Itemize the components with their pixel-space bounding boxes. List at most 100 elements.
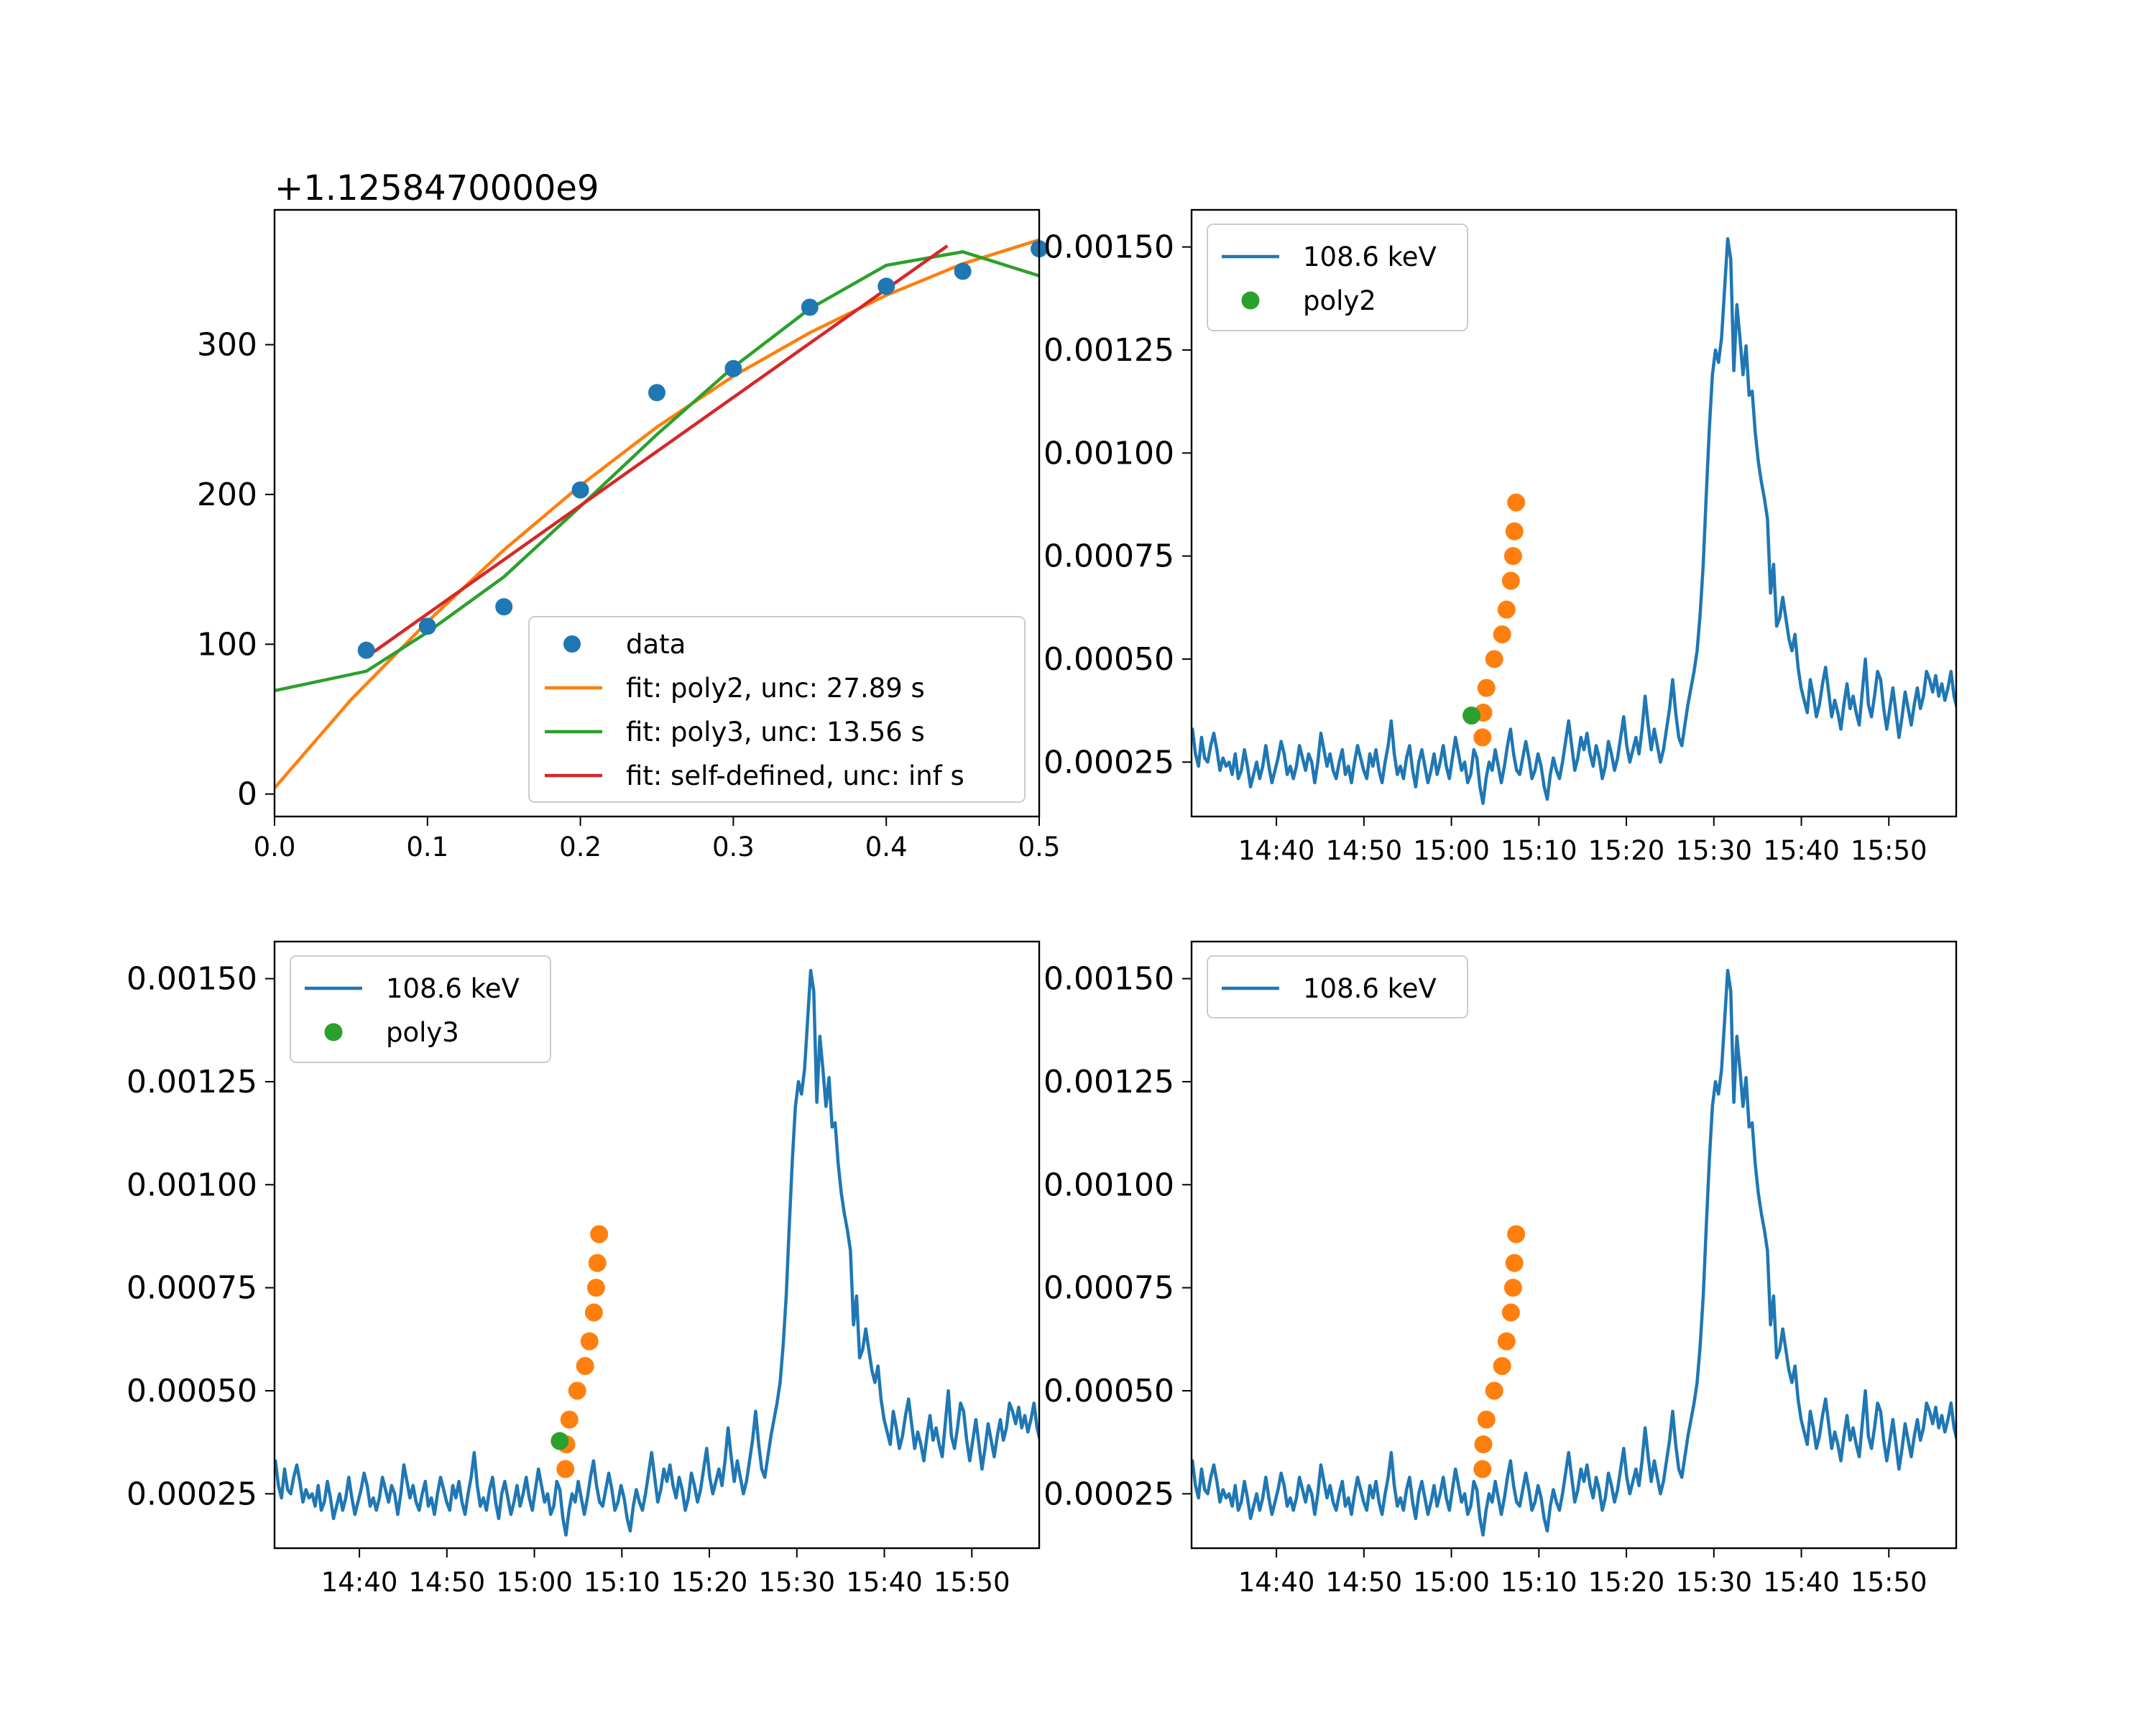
rise-point	[1505, 522, 1524, 540]
rise-point	[1493, 625, 1511, 644]
rise-point	[584, 1303, 603, 1322]
lightcurve-line	[1192, 236, 1956, 805]
x-tick-label: 15:20	[1588, 835, 1665, 866]
data-point	[495, 598, 513, 616]
lightcurve-panel-self-defined: 14:40 14:50 15:00 15:10 15:20 15:30 15:40 15:50…	[1044, 940, 1958, 1598]
legend-label-series: 108.6 keV	[386, 973, 520, 1004]
x-tick-label: 15:20	[1588, 1567, 1665, 1598]
rise-point	[556, 1460, 575, 1478]
x-tick-label: 15:00	[1413, 835, 1490, 866]
fit-panel: 0.0 0.1 0.2 0.3 0.4 0.5 0 100 200 300 +1.125847000…	[197, 168, 1060, 862]
y-tick-label: 0.00100	[1044, 1167, 1174, 1203]
y-tick-label: 0.00125	[1044, 332, 1174, 369]
y-tick-label: 0.00025	[1044, 744, 1174, 781]
x-tick-label: 15:00	[496, 1567, 573, 1598]
y-tick-label: 0.00100	[126, 1167, 257, 1203]
axes-frame	[1190, 940, 1958, 1550]
data-point	[954, 262, 972, 280]
legend-marker-estimate	[324, 1023, 343, 1041]
legend-label-fit-2: fit: self-defined, unc: inf s	[626, 760, 964, 791]
legend-box	[1207, 224, 1468, 331]
rise-point	[588, 1254, 607, 1272]
x-tick-label: 15:30	[758, 1567, 835, 1598]
y-tick-label: 0.00050	[126, 1373, 257, 1409]
y-tick-label: 0.00075	[126, 1270, 257, 1307]
y-tick-label: 0.00150	[1044, 961, 1174, 998]
rise-point	[1503, 547, 1522, 566]
x-tick-label: 15:00	[1413, 1567, 1490, 1598]
rise-point	[1497, 600, 1516, 619]
legend-box	[290, 955, 551, 1063]
rise-point	[576, 1357, 594, 1376]
x-tick-label: 0.4	[865, 832, 908, 862]
y-tick-label: 0.00125	[126, 1064, 257, 1100]
y-tick-label: 0	[237, 776, 257, 813]
rise-point	[1501, 1303, 1520, 1322]
rise-point	[568, 1381, 586, 1400]
legend-label-series: 108.6 keV	[1303, 973, 1437, 1004]
y-tick-label: 0.00025	[1044, 1476, 1174, 1512]
data-point	[648, 384, 665, 402]
x-tick-label: 15:40	[1763, 1567, 1840, 1598]
rise-point	[1497, 1332, 1516, 1351]
rise-point	[1485, 1381, 1503, 1400]
rise-point	[1507, 493, 1526, 512]
y-tick-label: 0.00075	[1044, 538, 1174, 575]
legend-label-estimate: poly2	[1303, 285, 1376, 316]
x-tick-label: 15:50	[1851, 835, 1927, 866]
x-tick-label: 14:40	[321, 1567, 398, 1598]
x-tick-label: 14:40	[1238, 835, 1315, 866]
legend-marker-data	[563, 635, 581, 653]
y-tick-label: 0.00150	[126, 961, 257, 998]
y-tick-label: 0.00050	[1044, 641, 1174, 678]
plot-area	[1192, 968, 1956, 1537]
rise-point	[1485, 650, 1503, 668]
x-tick-label: 15:40	[846, 1567, 923, 1598]
data-point	[724, 359, 742, 377]
y-tick-label: 0.00050	[1044, 1373, 1174, 1409]
rise-point	[1507, 1225, 1526, 1243]
lightcurve-line	[275, 968, 1039, 1537]
x-tick-label: 0.5	[1018, 832, 1061, 862]
x-tick-label: 0.0	[254, 832, 296, 862]
lightcurve-line	[1192, 968, 1956, 1537]
y-tick-label: 200	[197, 477, 257, 513]
estimate-marker	[1462, 707, 1481, 725]
plot-area	[1192, 236, 1956, 805]
x-tick-label: 15:30	[1675, 835, 1752, 866]
x-tick-label: 14:50	[409, 1567, 486, 1598]
axes-frame	[273, 940, 1041, 1550]
rise-point	[1503, 1279, 1522, 1297]
y-tick-label: 0.00025	[126, 1476, 257, 1512]
y-tick-label: 0.00125	[1044, 1064, 1174, 1100]
plot-area	[275, 968, 1039, 1537]
lightcurve-panel-poly2: 14:40 14:50 15:00 15:10 15:20 15:30 15:40 15:50…	[1044, 208, 1958, 866]
axes-frame	[273, 208, 1041, 818]
x-tick-label: 15:20	[671, 1567, 748, 1598]
y-tick-label: 0.00100	[1044, 435, 1174, 472]
legend-label-fit-0: fit: poly2, unc: 27.89 s	[626, 673, 925, 704]
legend-label-estimate: poly3	[386, 1017, 459, 1048]
rise-point	[1505, 1254, 1524, 1272]
rise-point	[1501, 571, 1520, 590]
x-tick-label: 15:50	[1851, 1567, 1927, 1598]
rise-point	[580, 1332, 599, 1351]
data-point	[877, 277, 895, 295]
y-tick-label: 300	[197, 327, 257, 364]
x-tick-label: 0.2	[559, 832, 602, 862]
x-tick-label: 14:50	[1326, 1567, 1403, 1598]
rise-point	[1473, 728, 1492, 747]
y-tick-label: 0.00075	[1044, 1270, 1174, 1307]
rise-point	[1493, 1357, 1511, 1376]
legend-box	[528, 616, 1026, 803]
data-point	[357, 641, 375, 659]
offset-label: +1.1258470000e9	[275, 168, 599, 208]
rise-point	[1477, 678, 1496, 697]
x-tick-label: 14:40	[1238, 1567, 1315, 1598]
fit-line-2	[373, 244, 949, 653]
data-point	[801, 298, 819, 316]
y-tick-label: 0.00150	[1044, 229, 1174, 266]
x-tick-label: 15:10	[1501, 1567, 1577, 1598]
